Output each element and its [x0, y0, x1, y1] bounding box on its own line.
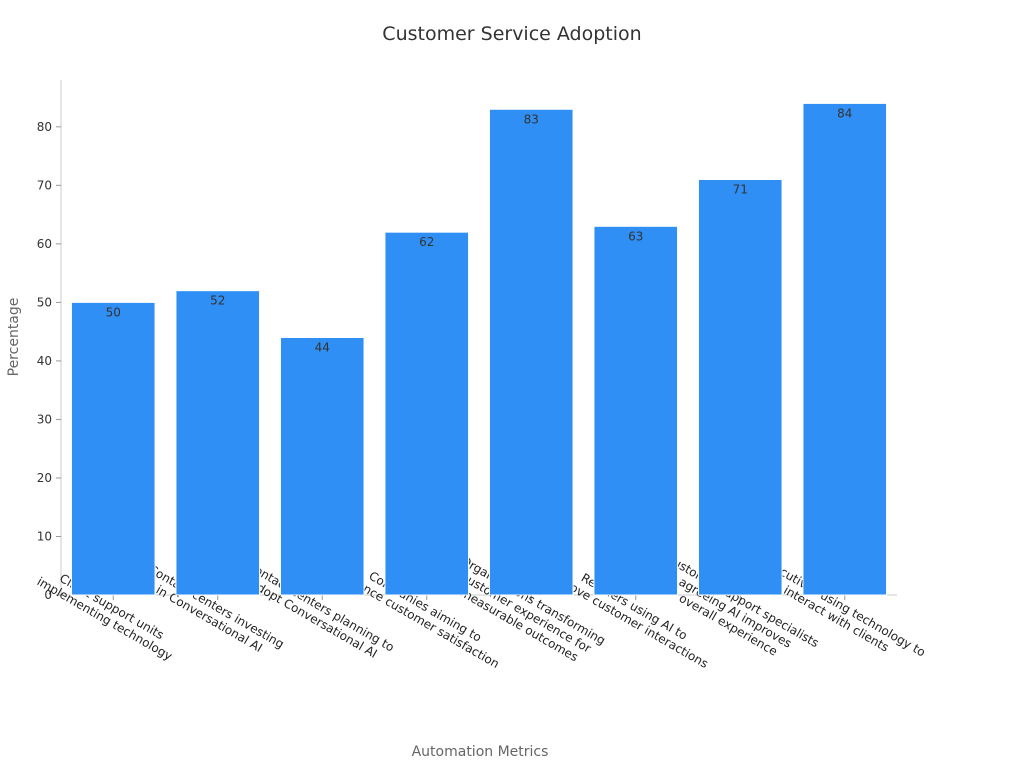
bar-value-label: 44: [315, 341, 330, 355]
y-tick-label: 50: [37, 295, 52, 309]
y-tick-label: 40: [37, 354, 52, 368]
y-tick-label: 10: [37, 529, 52, 543]
bar: [488, 108, 574, 596]
bar-value-label: 84: [837, 106, 852, 120]
y-axis-title: Percentage: [6, 298, 22, 377]
bar: [802, 102, 888, 596]
bar: [70, 301, 156, 596]
bar: [279, 337, 365, 596]
y-tick-label: 70: [37, 178, 52, 192]
chart-title: Customer Service Adoption: [382, 23, 641, 45]
y-tick-label: 80: [37, 120, 52, 134]
bar-value-label: 71: [733, 182, 748, 196]
bar: [175, 290, 261, 596]
bar: [593, 225, 679, 596]
y-tick-label: 30: [37, 412, 52, 426]
y-tick-label: 20: [37, 471, 52, 485]
bar: [697, 178, 783, 596]
bar-value-label: 50: [106, 305, 121, 319]
bars: 50 52 44 62 83 63 71 84: [70, 102, 888, 596]
bar-value-label: 62: [419, 235, 434, 249]
y-tick-label: 0: [44, 588, 52, 602]
x-axis-title: Automation Metrics: [412, 744, 549, 760]
x-axis: Client support unitsimplementing technol…: [35, 551, 928, 671]
bar-value-label: 63: [628, 229, 643, 243]
y-axis: 0 10 20 30 40 50 60 70 80: [37, 80, 62, 602]
bar-value-label: 83: [524, 112, 539, 126]
bar: [384, 231, 470, 596]
y-tick-label: 60: [37, 237, 52, 251]
bar-value-label: 52: [210, 294, 225, 308]
